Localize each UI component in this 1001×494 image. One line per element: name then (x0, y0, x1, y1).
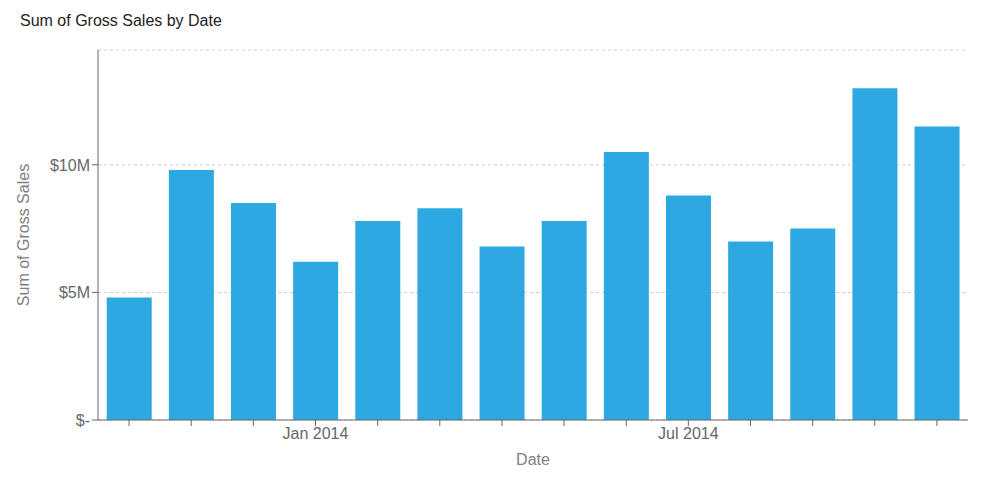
svg-text:$5M: $5M (59, 284, 90, 301)
svg-text:Date: Date (516, 451, 550, 468)
html-text:Sum of Gross Sales by Date: Sum of Gross Sales by Date (20, 12, 222, 29)
svg-text:$10M: $10M (50, 157, 90, 174)
svg-text:Sum of Gross Sales: Sum of Gross Sales (15, 164, 32, 306)
svg-text:Jul 2014: Jul 2014 (658, 425, 719, 442)
svg-text:$-: $- (76, 412, 90, 429)
svg-text:Jan 2014: Jan 2014 (283, 425, 349, 442)
